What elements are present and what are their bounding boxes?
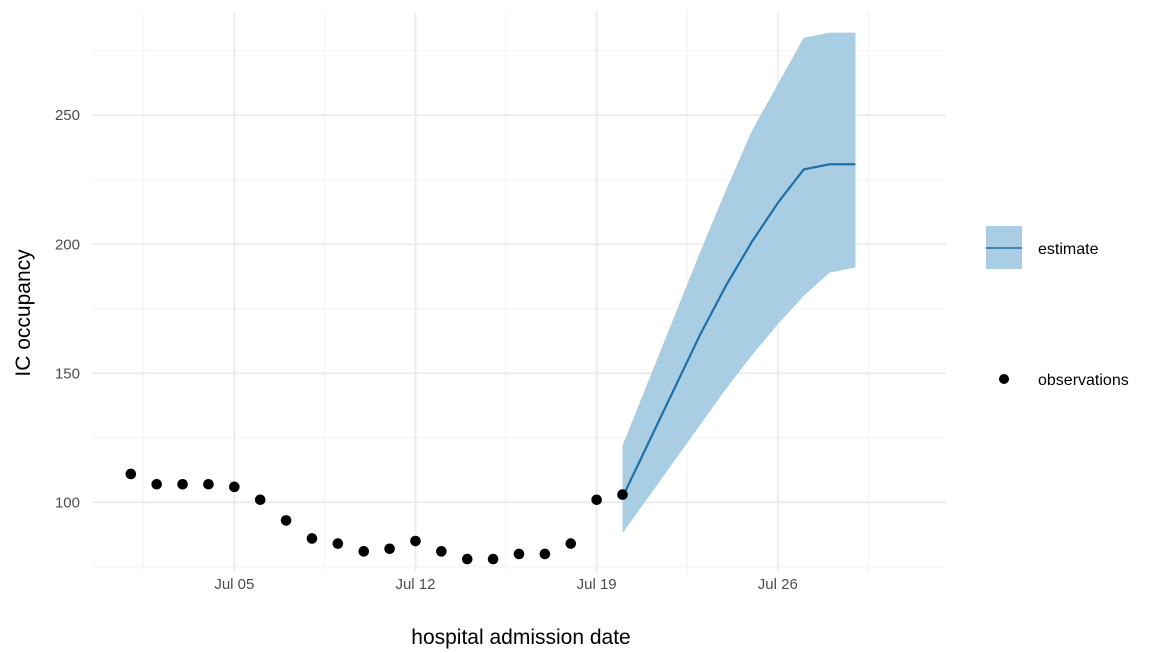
legend-key-observations bbox=[999, 374, 1009, 384]
x-tick-label: Jul 05 bbox=[214, 576, 254, 593]
observation-point bbox=[125, 468, 137, 480]
y-tick-label: 200 bbox=[55, 236, 80, 253]
y-tick-label: 250 bbox=[55, 107, 80, 124]
observation-points bbox=[125, 468, 628, 565]
observation-point bbox=[617, 489, 628, 500]
x-tick-label: Jul 26 bbox=[758, 576, 798, 593]
observation-point bbox=[461, 553, 473, 565]
estimate-ribbon-layer bbox=[622, 32, 856, 534]
observation-point bbox=[280, 515, 292, 526]
observation-point bbox=[487, 553, 499, 565]
y-axis-tick-labels: 100 150 200 250 bbox=[55, 107, 80, 511]
observation-point bbox=[229, 481, 240, 493]
x-axis-tick-labels: Jul 05 Jul 12 Jul 19 Jul 26 bbox=[214, 576, 797, 593]
legend: estimate observations bbox=[986, 226, 1129, 389]
legend-label-observations: observations bbox=[1038, 372, 1129, 389]
legend-item-estimate: estimate bbox=[986, 226, 1099, 269]
x-tick-label: Jul 12 bbox=[395, 576, 435, 593]
observation-point bbox=[591, 494, 602, 506]
observation-point bbox=[513, 548, 525, 560]
y-tick-label: 100 bbox=[55, 494, 80, 511]
y-axis-title: IC occupancy bbox=[12, 249, 35, 377]
x-axis-title: hospital admission date bbox=[411, 626, 630, 649]
legend-item-observations: observations bbox=[999, 372, 1129, 389]
estimate-line bbox=[621, 163, 856, 498]
estimate-ribbon bbox=[622, 32, 856, 534]
observation-point bbox=[332, 538, 344, 549]
observation-point bbox=[410, 535, 421, 547]
observation-point bbox=[539, 548, 551, 560]
observation-point bbox=[384, 543, 395, 555]
observation-point bbox=[565, 538, 577, 549]
legend-label-estimate: estimate bbox=[1038, 241, 1099, 258]
observation-point bbox=[358, 546, 370, 557]
observation-point bbox=[203, 478, 214, 490]
observation-point bbox=[306, 533, 318, 544]
estimate-line-layer bbox=[621, 163, 856, 498]
observation-point bbox=[151, 478, 162, 490]
y-tick-label: 150 bbox=[55, 365, 80, 382]
observation-point bbox=[177, 478, 188, 490]
observation-point bbox=[436, 546, 447, 557]
observation-point bbox=[254, 494, 266, 506]
x-tick-label: Jul 19 bbox=[577, 576, 617, 593]
